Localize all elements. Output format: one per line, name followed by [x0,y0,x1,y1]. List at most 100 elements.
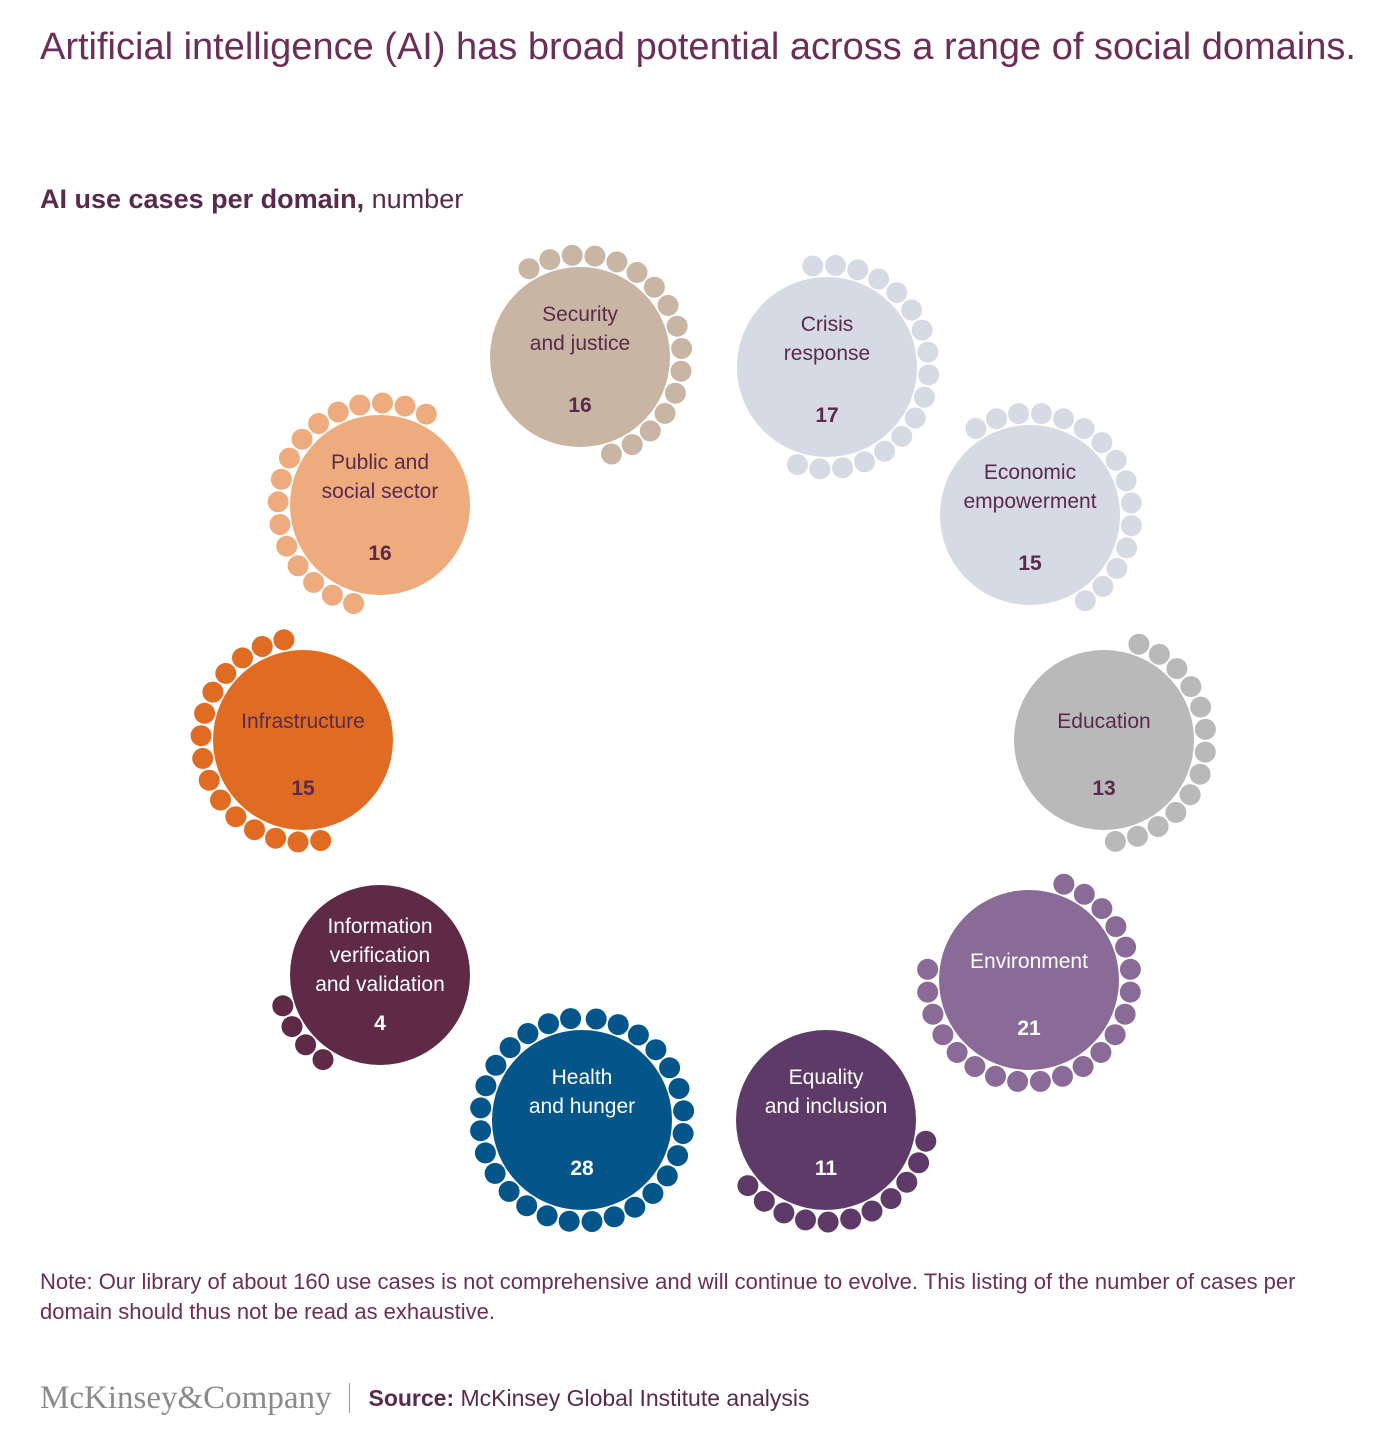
use-case-dot [295,1034,317,1056]
use-case-dot [1030,403,1052,425]
mckinsey-logo: McKinsey&Company [40,1379,332,1416]
use-case-dot [917,958,939,980]
use-case-dot [265,827,287,849]
use-case-dot [668,1078,690,1099]
use-case-dot [281,1016,303,1038]
use-case-dot [922,1003,944,1025]
domain-value: 16 [368,542,391,565]
use-case-dot [753,1190,775,1212]
domain-label: Equality [789,1066,864,1089]
use-case-dot [1105,916,1127,938]
use-case-dot [886,282,908,304]
use-case-dot [558,1210,580,1232]
domain-label: Security [542,303,618,326]
use-case-dot [1147,816,1169,837]
use-case-dot [627,1024,649,1046]
bubble-public-and-social-sector: Public and social sector 16 [267,392,470,614]
use-case-dot [1194,718,1216,740]
use-case-dot [321,584,343,606]
bubble-education: Education 13 [1014,633,1216,852]
use-case-dot [672,1123,694,1144]
use-case-dot [278,447,300,469]
use-case-dot [415,403,437,425]
domain-label: response [784,342,870,365]
use-case-dot [664,382,686,404]
use-case-dot [498,1180,520,1202]
use-case-dot [1104,830,1126,852]
note: Note: Our library of about 160 use cases… [40,1269,1296,1324]
use-case-dot [868,268,890,290]
use-case-dot [474,1142,496,1164]
use-case-dot [607,1014,629,1036]
use-case-dot [516,1195,538,1217]
domain-circle [940,425,1120,605]
domain-label: Education [1057,710,1150,733]
use-case-dot [269,514,291,535]
use-case-dot [310,830,332,851]
domain-label: and justice [530,332,630,355]
use-case-dot [1127,825,1148,847]
domain-value: 15 [1018,552,1042,575]
use-case-dot [1090,1041,1112,1063]
domain-label: verification [330,944,430,967]
use-case-dot [287,555,309,577]
domain-circle [290,415,470,595]
use-case-dot [854,451,875,473]
use-case-dot [1115,470,1137,492]
use-case-dot [273,629,295,651]
use-case-dot [560,1008,582,1030]
use-case-dot [1053,408,1074,430]
bubble-information-verification-and-validation: Information verification and validation 4 [272,885,470,1071]
use-case-dot [517,1023,539,1044]
use-case-dot [656,1165,678,1187]
use-case-dot [232,647,253,669]
domain-value: 15 [291,777,315,800]
bubble-health-and-hunger: Health and hunger 28 [470,1008,695,1232]
use-case-dot [901,299,923,321]
bubble-equality-and-inclusion: Equality and inclusion 11 [736,1030,937,1233]
use-case-dot [1189,763,1211,785]
use-case-dot [985,1065,1006,1087]
use-case-dot [1190,696,1212,718]
domain-circle [213,650,393,830]
use-case-dot [1072,1056,1094,1077]
use-case-dot [1053,873,1075,895]
domain-value: 4 [374,1012,386,1035]
domain-label: social sector [322,480,439,503]
bubble-security-and-justice: Security and justice 16 [490,244,693,465]
domain-label: and validation [315,973,445,996]
use-case-dot [964,1056,986,1077]
use-case-dot [484,1162,506,1184]
use-case-dot [624,1196,646,1218]
use-case-dot [1194,741,1216,763]
use-case-dot [1120,515,1142,537]
use-case-dot [210,789,231,811]
use-case-dot [645,1039,667,1061]
use-case-dot [470,1120,492,1142]
bubble-economic-empowerment: Economic empowerment 15 [940,403,1142,612]
subtitle-bold: AI use cases per domain, [40,184,365,214]
use-case-dot [659,1057,681,1079]
page-title: Artificial intelligence (AI) has broad p… [40,26,1356,68]
use-case-dot [244,819,265,841]
domain-label: Economic [984,461,1076,484]
use-case-dot [1119,958,1141,980]
use-case-dot [670,360,692,382]
use-case-dot [1074,590,1096,612]
domain-circle [737,277,917,457]
use-case-dot [840,1208,862,1230]
use-case-dot [1116,537,1138,559]
use-case-dot [621,434,643,456]
use-case-dot [965,418,987,439]
use-case-dot [312,1049,334,1071]
use-case-dot [470,1097,492,1119]
use-case-dot [1052,1065,1073,1087]
use-case-dot [538,1013,559,1035]
use-case-dot [1148,643,1170,665]
use-case-dot [904,407,926,429]
use-case-dot [202,681,224,703]
domain-circle [939,890,1119,1070]
use-case-dot [946,1041,968,1063]
use-case-dot [809,458,831,480]
use-case-dot [639,420,661,442]
